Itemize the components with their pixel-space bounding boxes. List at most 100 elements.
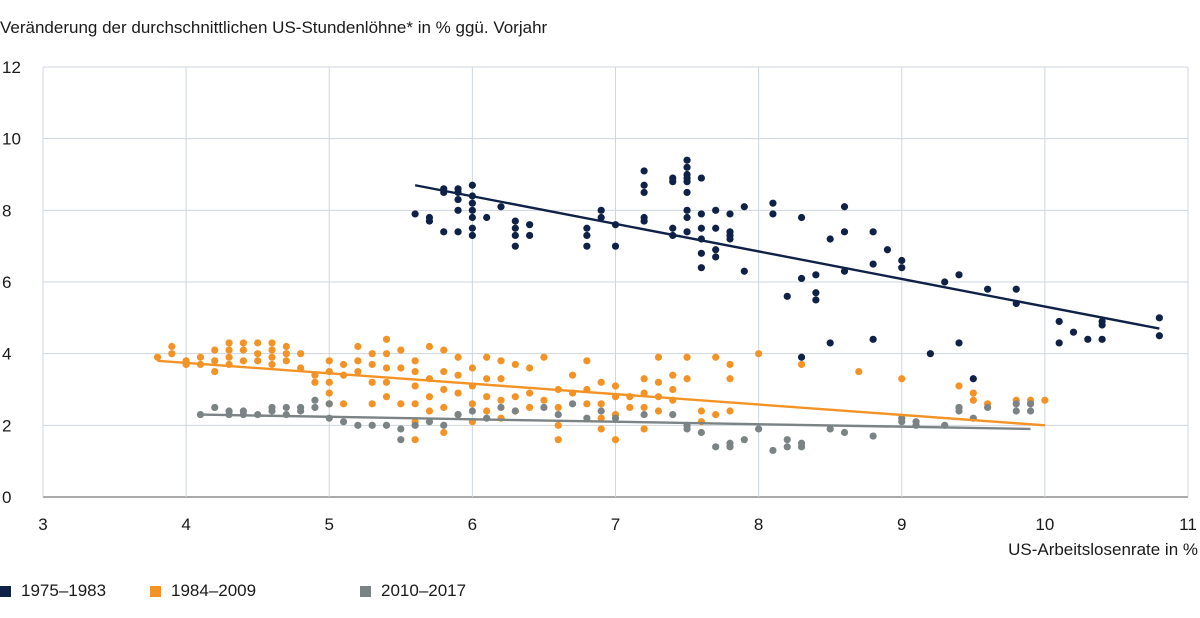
x-tick-label: 6 bbox=[468, 515, 477, 534]
data-point bbox=[483, 393, 491, 401]
data-point bbox=[425, 213, 434, 222]
data-point bbox=[797, 443, 806, 451]
data-point bbox=[1026, 400, 1035, 408]
data-point bbox=[554, 421, 562, 429]
data-point bbox=[440, 385, 448, 394]
data-point bbox=[583, 414, 591, 422]
grid-lines bbox=[42, 66, 1189, 498]
data-point bbox=[826, 339, 834, 347]
data-point bbox=[640, 181, 648, 189]
data-point bbox=[683, 375, 691, 383]
data-point bbox=[683, 156, 691, 164]
data-point bbox=[740, 203, 748, 211]
data-point bbox=[454, 228, 462, 236]
data-point bbox=[1155, 332, 1163, 340]
x-tick-label: 9 bbox=[897, 515, 906, 534]
data-point bbox=[969, 396, 977, 404]
data-point bbox=[611, 436, 620, 444]
data-point bbox=[382, 350, 391, 358]
data-point bbox=[955, 382, 963, 390]
data-point bbox=[268, 353, 276, 361]
data-point bbox=[468, 213, 476, 222]
data-point bbox=[311, 378, 319, 386]
trend-line bbox=[200, 413, 1031, 431]
data-point bbox=[697, 249, 705, 257]
data-point bbox=[339, 400, 348, 408]
y-tick-label: 12 bbox=[2, 58, 21, 77]
chart-title: Veränderung der durchschnittlichen US-St… bbox=[0, 18, 548, 37]
x-tick-label: 5 bbox=[325, 515, 334, 534]
data-point bbox=[440, 228, 448, 236]
data-point bbox=[425, 342, 434, 351]
data-point bbox=[669, 385, 677, 394]
data-point bbox=[654, 353, 663, 361]
data-point bbox=[468, 400, 476, 408]
data-point bbox=[325, 357, 333, 365]
data-point bbox=[268, 407, 276, 415]
data-point bbox=[554, 403, 562, 412]
data-point bbox=[869, 228, 877, 236]
y-tick-label: 0 bbox=[2, 488, 11, 507]
data-point bbox=[511, 231, 519, 240]
data-point bbox=[640, 188, 648, 197]
data-point bbox=[568, 400, 577, 408]
data-point bbox=[282, 357, 290, 365]
data-point bbox=[797, 360, 806, 369]
data-series bbox=[153, 156, 1163, 455]
data-point bbox=[640, 410, 648, 419]
data-point bbox=[397, 364, 405, 372]
data-point bbox=[540, 403, 548, 412]
legend-swatch-1975-1983 bbox=[0, 585, 11, 597]
data-point bbox=[368, 378, 376, 386]
data-point bbox=[297, 407, 305, 415]
data-point bbox=[597, 407, 605, 415]
data-point bbox=[683, 425, 691, 433]
data-point bbox=[454, 371, 462, 379]
data-point bbox=[153, 353, 162, 361]
data-point bbox=[826, 425, 834, 433]
data-point bbox=[869, 432, 877, 440]
data-point bbox=[211, 367, 219, 376]
data-point bbox=[354, 421, 362, 429]
data-point bbox=[339, 360, 348, 369]
data-point bbox=[683, 353, 691, 361]
data-point bbox=[769, 446, 777, 455]
data-point bbox=[368, 360, 376, 369]
data-point bbox=[382, 364, 391, 372]
x-axis-label: US-Arbeitslosenrate in % bbox=[1008, 540, 1198, 559]
data-point bbox=[497, 396, 505, 404]
y-tick-label: 6 bbox=[2, 273, 11, 292]
data-point bbox=[526, 403, 534, 412]
data-point bbox=[297, 350, 305, 358]
data-point bbox=[411, 367, 419, 376]
data-point bbox=[683, 228, 691, 236]
data-point bbox=[196, 353, 205, 361]
data-point bbox=[669, 410, 677, 419]
data-point bbox=[540, 396, 548, 404]
data-point bbox=[769, 199, 777, 207]
data-point bbox=[254, 350, 262, 358]
x-tick-label: 7 bbox=[611, 515, 620, 534]
data-point bbox=[797, 213, 806, 222]
data-point bbox=[325, 378, 333, 386]
data-point bbox=[840, 428, 849, 437]
data-point bbox=[397, 346, 405, 354]
data-point bbox=[1012, 407, 1020, 415]
data-point bbox=[540, 353, 548, 361]
data-point bbox=[941, 278, 949, 286]
data-point bbox=[254, 339, 262, 347]
data-point bbox=[468, 199, 476, 207]
data-point bbox=[812, 271, 820, 279]
data-point bbox=[211, 403, 219, 412]
data-point bbox=[468, 181, 476, 189]
y-tick-label: 2 bbox=[2, 416, 11, 435]
data-point bbox=[511, 217, 519, 225]
data-point bbox=[726, 210, 734, 218]
legend-label-1975-1983: 1975–1983 bbox=[21, 581, 107, 600]
data-point bbox=[597, 414, 605, 422]
data-point bbox=[640, 425, 648, 433]
data-point bbox=[669, 224, 677, 232]
data-point bbox=[282, 350, 290, 358]
legend-swatch-1984-2009 bbox=[150, 585, 161, 597]
data-point bbox=[726, 407, 734, 415]
